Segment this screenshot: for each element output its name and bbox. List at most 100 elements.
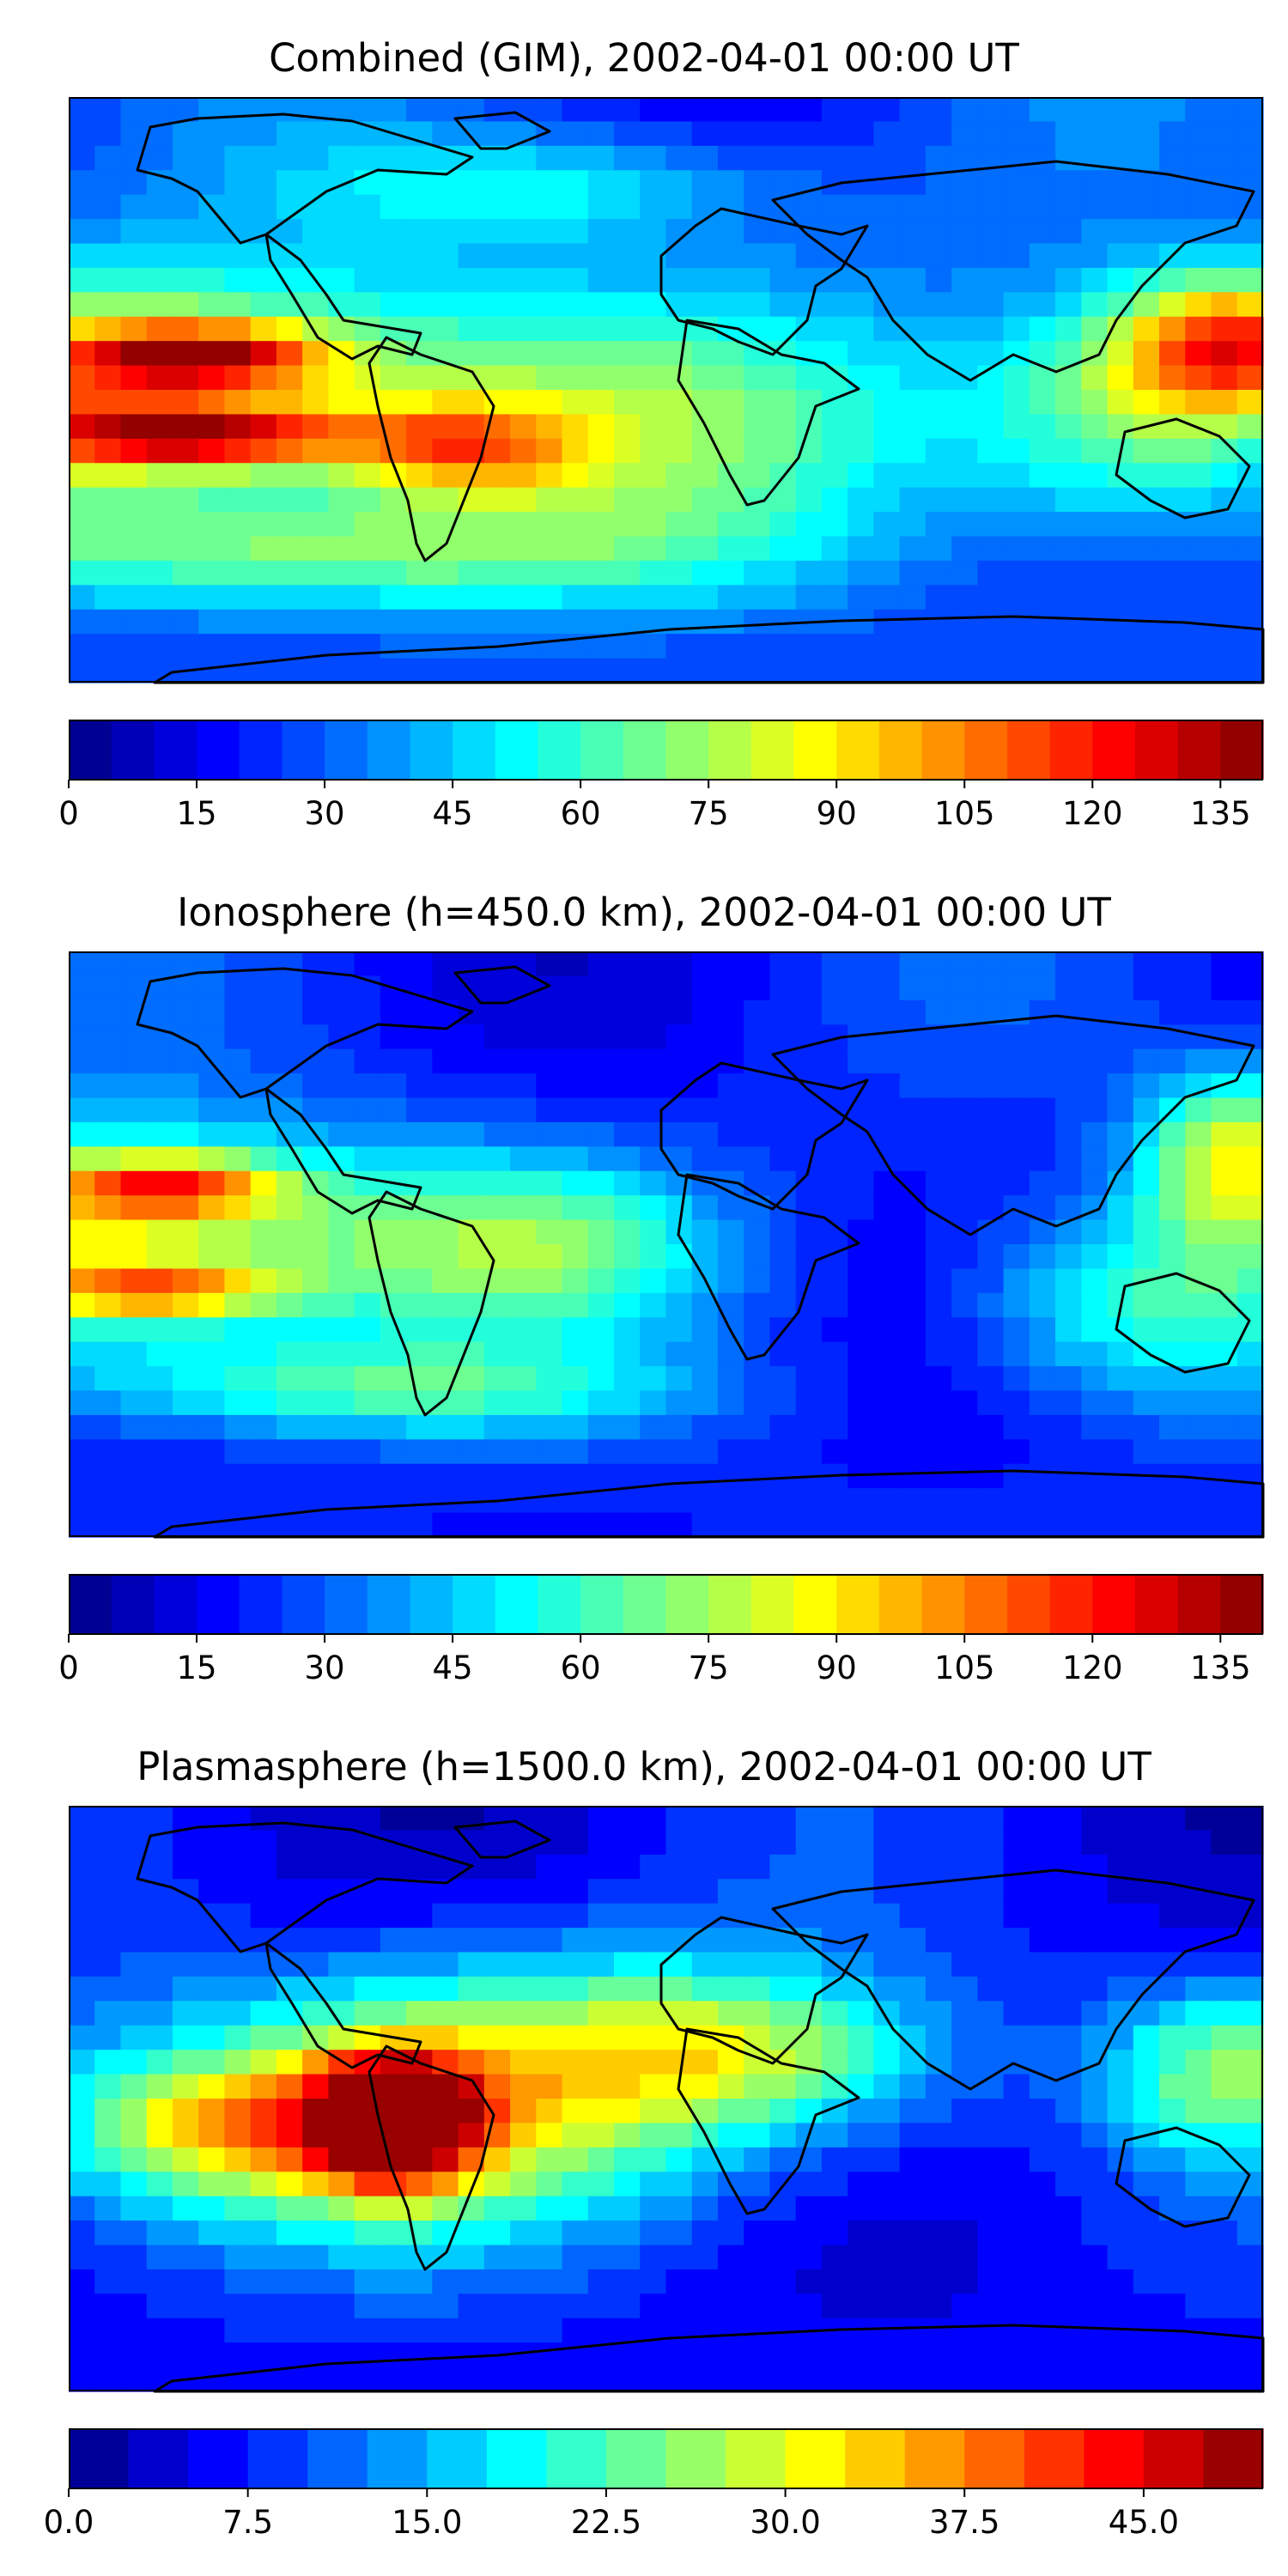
map-cell [821, 145, 848, 171]
map-cell [848, 560, 875, 586]
map-cell [224, 341, 252, 367]
map-cell [224, 414, 252, 440]
map-cell [1211, 243, 1238, 269]
map-cell [483, 536, 511, 562]
map-cell [848, 1390, 875, 1416]
map-cell [899, 316, 927, 342]
map-cell [1029, 1244, 1056, 1270]
map-cell [614, 1268, 641, 1294]
map-cell [198, 219, 226, 245]
map-cell [406, 1512, 433, 1538]
map-cell [873, 951, 901, 977]
map-cell [744, 2001, 771, 2026]
map-cell [69, 2099, 95, 2124]
map-cell [1081, 1830, 1109, 1856]
map-cell [224, 2001, 252, 2026]
map-cell [691, 658, 719, 683]
map-cell [848, 1317, 875, 1343]
map-cell [899, 1390, 927, 1416]
map-cell [977, 975, 1005, 1001]
map-cell [1107, 536, 1134, 562]
map-cell [925, 2342, 952, 2368]
map-cell [1185, 1146, 1212, 1172]
map-cell [562, 1414, 589, 1440]
map-cell [717, 219, 744, 245]
map-cell [432, 2293, 459, 2319]
map-cell [432, 1830, 459, 1856]
map-cell [510, 390, 537, 416]
map-cell [276, 1806, 303, 1832]
map-cell [94, 2245, 122, 2270]
map-cell [1003, 365, 1030, 391]
map-cell [795, 1366, 823, 1392]
map-cell [717, 999, 744, 1025]
map-cell [848, 1512, 875, 1538]
map-cell [510, 1073, 537, 1099]
tec-map [69, 951, 1265, 1539]
map-cell [1133, 292, 1160, 318]
map-cell [94, 1928, 122, 1953]
map-cell [1185, 2074, 1212, 2099]
map-cell [691, 1146, 719, 1172]
map-cell [1055, 2269, 1082, 2294]
map-cell [744, 219, 771, 245]
map-cell [614, 97, 641, 123]
colorbar-bin [793, 720, 837, 780]
map-cell [250, 292, 277, 318]
map-cell [691, 341, 719, 367]
map-cell [536, 1512, 563, 1538]
map-cell [1003, 1928, 1030, 1953]
map-cell [873, 2050, 901, 2075]
map-cell [1211, 609, 1238, 635]
map-cell [717, 560, 744, 586]
map-cell [1236, 414, 1264, 440]
map-cell [795, 2099, 823, 2124]
map-cell [146, 2269, 173, 2294]
map-cell [406, 414, 433, 440]
map-cell [1211, 2318, 1238, 2343]
map-cell [69, 2025, 95, 2050]
map-cell [977, 1048, 1005, 1074]
map-cell [744, 1512, 771, 1538]
map-cell [458, 536, 485, 562]
map-cell [276, 2245, 303, 2270]
map-cell [224, 1854, 252, 1880]
map-cell [354, 1806, 381, 1832]
map-cell [744, 390, 771, 416]
map-cell [432, 267, 459, 293]
map-cell [198, 1390, 226, 1416]
map-cell [250, 1976, 277, 2002]
map-cell [69, 1439, 95, 1465]
map-cell [1107, 1390, 1134, 1416]
map-cell [94, 1488, 122, 1514]
map-cell [614, 1414, 641, 1440]
map-cell [1029, 2099, 1056, 2124]
map-cell [69, 414, 95, 440]
map-cell [1081, 1219, 1109, 1245]
map-cell [432, 243, 459, 269]
map-cell [614, 1976, 641, 2002]
map-cell [1159, 1195, 1186, 1221]
map-cell [172, 1170, 199, 1196]
map-cell [354, 463, 381, 489]
map-cell [795, 1903, 823, 1929]
map-cell [1081, 121, 1109, 147]
map-cell [172, 292, 199, 318]
map-cell [1211, 2001, 1238, 2026]
map-cell [717, 1928, 744, 1953]
map-cell [769, 951, 797, 977]
map-cell [821, 1170, 848, 1196]
map-cell [1107, 1366, 1134, 1392]
map-cell [94, 2123, 122, 2148]
map-cell [925, 1512, 952, 1538]
map-cell [224, 2147, 252, 2172]
map-cell [1003, 1512, 1030, 1538]
map-cell [276, 170, 303, 196]
map-cell [665, 1341, 693, 1367]
map-cell [172, 2318, 199, 2343]
map-cell [848, 438, 875, 464]
map-cell [483, 658, 511, 683]
map-cell [458, 292, 485, 318]
map-cell [198, 1414, 226, 1440]
map-cell [146, 1854, 173, 1880]
